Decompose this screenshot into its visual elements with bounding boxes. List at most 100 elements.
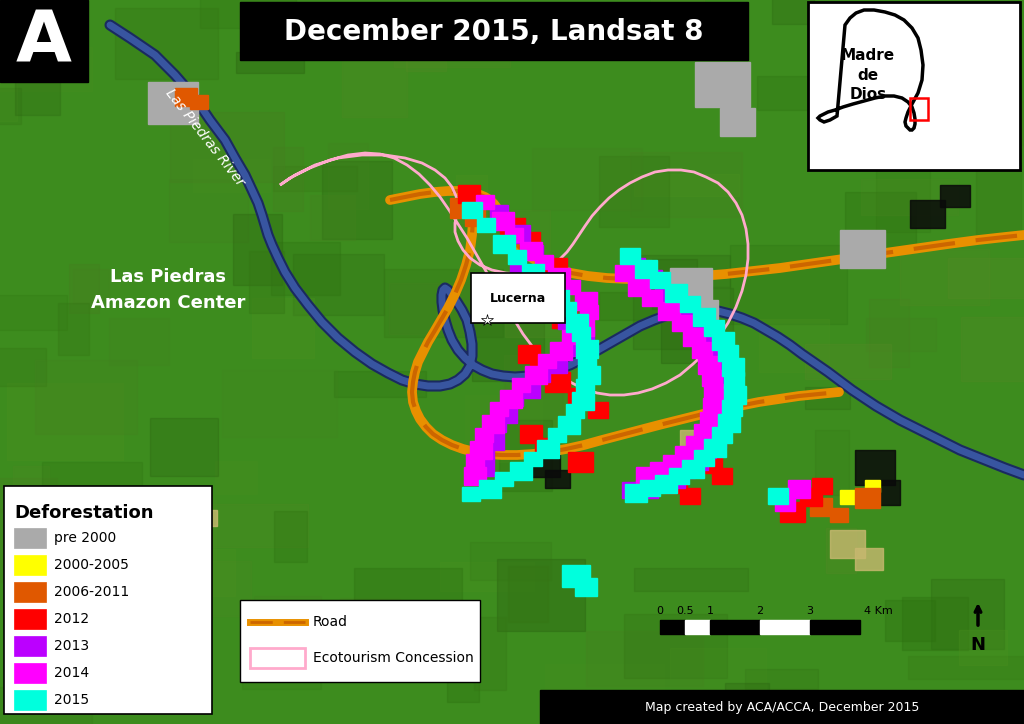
Bar [518, 380, 540, 398]
Bar [628, 278, 650, 296]
Bar [672, 315, 692, 331]
Bar [512, 378, 530, 392]
Bar [476, 195, 494, 209]
Bar [520, 425, 542, 443]
Bar [42, 462, 142, 488]
Bar [492, 212, 514, 230]
Bar [342, 42, 407, 117]
Bar [724, 386, 746, 404]
Bar [670, 268, 712, 303]
Bar [663, 470, 685, 488]
Bar [121, 549, 236, 596]
Bar [25, 578, 111, 657]
Bar [572, 318, 594, 336]
Bar [670, 648, 766, 715]
Bar [14, 555, 46, 575]
Bar [805, 344, 891, 379]
Bar [470, 542, 551, 581]
Bar [712, 427, 732, 443]
Bar [683, 328, 705, 346]
Bar [669, 468, 689, 484]
Bar [660, 620, 685, 634]
Bar [180, 498, 202, 516]
Bar [244, 9, 362, 34]
Bar [901, 597, 968, 650]
Bar [631, 255, 730, 287]
Bar [282, 10, 383, 37]
Bar [933, 85, 1021, 138]
Bar [650, 476, 670, 492]
Bar [500, 218, 525, 238]
Bar [575, 578, 597, 596]
Bar [712, 365, 732, 381]
Bar [976, 162, 1021, 235]
Bar [908, 657, 1024, 679]
Bar [865, 480, 880, 492]
Bar [458, 185, 480, 203]
Bar [712, 332, 734, 350]
Bar [688, 300, 718, 322]
Bar [4, 486, 212, 714]
Bar [575, 340, 598, 358]
Bar [0, 509, 77, 582]
Bar [510, 265, 532, 283]
Bar [625, 258, 645, 274]
Bar [29, 662, 68, 712]
Bar [488, 418, 506, 432]
Bar [680, 430, 700, 446]
Bar [35, 360, 137, 434]
Bar [650, 462, 670, 478]
Bar [545, 664, 665, 698]
Bar [240, 2, 748, 60]
Bar [394, 22, 510, 67]
Bar [518, 345, 540, 363]
Bar [115, 8, 218, 79]
Bar [465, 210, 485, 226]
Bar [550, 342, 572, 360]
Bar [0, 479, 56, 512]
Bar [237, 52, 304, 73]
Bar [474, 618, 506, 689]
Text: 3: 3 [807, 606, 813, 616]
Bar [722, 358, 744, 376]
Bar [505, 392, 523, 406]
Bar [274, 511, 306, 562]
Bar [693, 308, 715, 326]
Bar [466, 454, 484, 468]
Bar [865, 318, 936, 351]
Bar [670, 298, 692, 316]
Bar [14, 636, 46, 656]
Bar [705, 320, 724, 336]
Bar [479, 480, 501, 498]
Bar [580, 305, 598, 319]
Bar [560, 342, 578, 356]
Text: December 2015, Landsat 8: December 2015, Landsat 8 [285, 18, 703, 46]
Bar [947, 258, 1024, 298]
Bar [855, 548, 883, 570]
Bar [456, 174, 486, 223]
Bar [730, 245, 847, 324]
Bar [558, 315, 575, 329]
Bar [692, 342, 712, 358]
Bar [510, 462, 532, 480]
Bar [14, 609, 46, 629]
Bar [14, 690, 46, 710]
Bar [712, 468, 732, 484]
Bar [805, 387, 850, 409]
Bar [855, 450, 895, 485]
Bar [714, 405, 736, 423]
Bar [249, 251, 284, 313]
Bar [472, 458, 494, 476]
Bar [545, 258, 567, 276]
Bar [620, 248, 640, 264]
Bar [522, 264, 544, 282]
Text: 2006-2011: 2006-2011 [54, 585, 129, 599]
Bar [73, 269, 110, 303]
Bar [788, 480, 810, 498]
Bar [870, 480, 900, 505]
Bar [800, 488, 822, 506]
Bar [170, 530, 188, 544]
Bar [329, 143, 368, 209]
Bar [495, 405, 517, 423]
Bar [635, 260, 657, 278]
